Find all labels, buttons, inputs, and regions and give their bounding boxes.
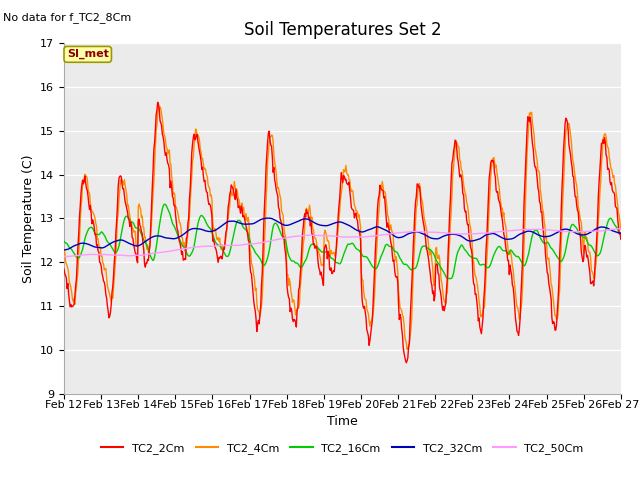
Title: Soil Temperatures Set 2: Soil Temperatures Set 2 (244, 21, 441, 39)
Legend: TC2_2Cm, TC2_4Cm, TC2_16Cm, TC2_32Cm, TC2_50Cm: TC2_2Cm, TC2_4Cm, TC2_16Cm, TC2_32Cm, TC… (97, 438, 588, 458)
Text: SI_met: SI_met (67, 49, 109, 60)
Y-axis label: Soil Temperature (C): Soil Temperature (C) (22, 154, 35, 283)
X-axis label: Time: Time (327, 415, 358, 429)
Text: No data for f_TC2_8Cm: No data for f_TC2_8Cm (3, 12, 131, 23)
